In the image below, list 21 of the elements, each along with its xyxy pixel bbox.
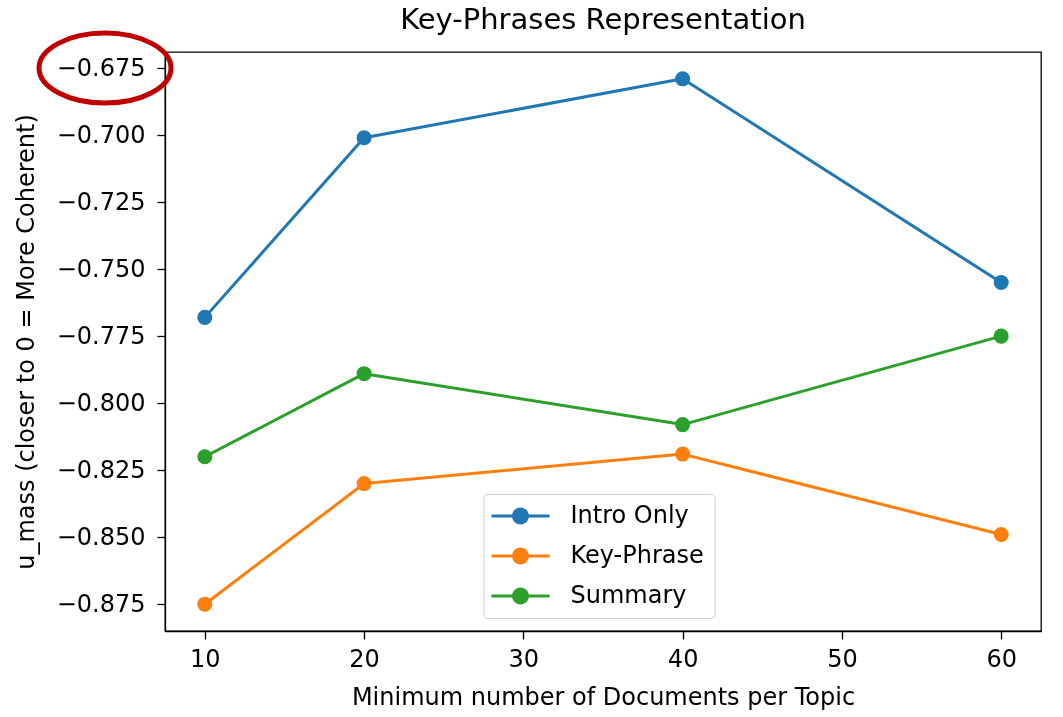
y-tick-label: −0.850 — [56, 522, 146, 551]
y-tick-label: −0.700 — [56, 120, 146, 149]
y-tick-label: −0.800 — [56, 388, 146, 417]
x-tick-label: 60 — [986, 644, 1017, 673]
y-tick-label: −0.875 — [56, 589, 146, 618]
chart-title: Key-Phrases Representation — [400, 2, 806, 37]
y-tick-label: −0.675 — [56, 53, 146, 82]
x-tick-label: 20 — [349, 644, 380, 673]
y-tick-label: −0.750 — [56, 254, 146, 283]
x-tick-label: 30 — [508, 644, 540, 673]
legend-label: Key-Phrase — [570, 541, 704, 569]
y-tick-label: −0.725 — [56, 187, 146, 216]
x-tick-label: 40 — [667, 644, 699, 673]
legend-label: Intro Only — [570, 501, 689, 529]
x-tick-label: 10 — [190, 644, 221, 673]
y-tick-label: −0.775 — [56, 321, 146, 350]
legend-label: Summary — [570, 581, 687, 609]
y-tick-label: −0.825 — [56, 455, 146, 484]
y-axis-title: u_mass (closer to 0 = More Coherent) — [11, 114, 40, 570]
x-tick-label: 50 — [827, 644, 858, 673]
x-axis-title: Minimum number of Documents per Topic — [351, 682, 856, 711]
